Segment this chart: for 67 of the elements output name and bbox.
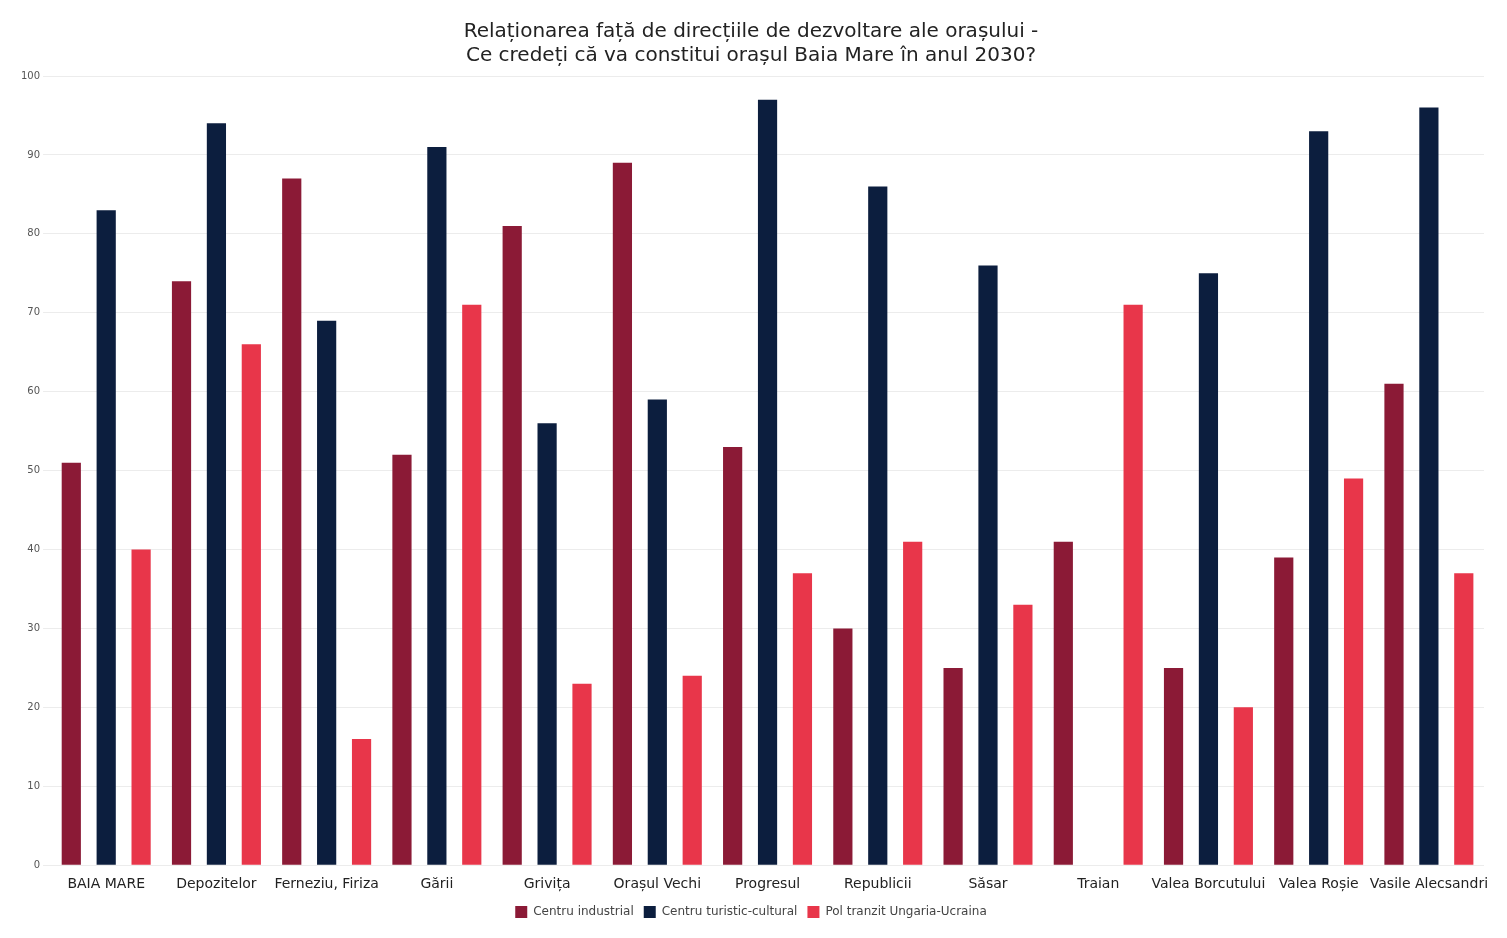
bar: [96, 210, 116, 865]
x-tick-label: Valea Borcutului: [1151, 875, 1266, 892]
bar: [282, 178, 302, 865]
bar: [833, 628, 853, 865]
bar: [1384, 383, 1404, 865]
bar: [502, 225, 522, 865]
bar: [978, 265, 998, 865]
y-tick-label: 80: [27, 227, 41, 239]
y-tick-label: 70: [27, 306, 41, 318]
y-tick-label: 50: [27, 464, 41, 476]
bar: [903, 541, 923, 865]
x-tick-label: Traian: [1076, 875, 1120, 892]
bar: [171, 281, 192, 865]
bar: [792, 573, 813, 865]
y-tick-label: 0: [33, 858, 41, 870]
x-tick-label: Orașul Vechi: [613, 875, 702, 893]
legend-label: Centru industrial: [533, 904, 634, 919]
x-tick-label: Valea Roșie: [1278, 875, 1359, 893]
x-tick-label: Ferneziu, Firiza: [274, 875, 379, 892]
bar: [462, 304, 482, 865]
x-tick-label: Gării: [420, 875, 454, 892]
x-tick-label: Progresul: [734, 875, 801, 892]
bar: [131, 549, 151, 865]
bar: [612, 162, 633, 865]
bar: [943, 667, 963, 865]
y-tick-label: 30: [27, 622, 41, 634]
bar: [61, 462, 81, 865]
bar: [241, 344, 261, 865]
text: Ce credeți că va constitui orașul Baia Mare în anul 2030?: [465, 42, 1037, 67]
bar: [317, 320, 337, 865]
bar: [757, 99, 778, 865]
text: Relaționarea față de direcțiile de dezvoltare ale orașului -: [463, 18, 1039, 43]
x-tick-label: BAIA MARE: [67, 875, 145, 892]
bar: [537, 423, 557, 865]
legend-label: Centru turistic-cultural: [661, 904, 798, 919]
bar: [1419, 107, 1439, 865]
bar: [427, 147, 447, 865]
x-tick-label: Vasile Alecsandri: [1369, 875, 1489, 892]
bar: [1343, 478, 1364, 865]
bar: [723, 446, 743, 865]
legend-label: Pol tranzit Ungaria-Ucraina: [825, 904, 987, 919]
bar: [572, 683, 592, 865]
y-tick-label: 100: [20, 69, 41, 81]
x-tick-label: Republicii: [843, 875, 912, 892]
bar: [1233, 707, 1253, 865]
bar: [868, 186, 888, 865]
bar: [351, 738, 372, 865]
y-tick-label: 40: [27, 543, 41, 555]
bar: [1053, 541, 1073, 865]
bar: [1274, 557, 1294, 865]
bar: [206, 123, 227, 865]
bar: [1013, 604, 1033, 865]
bar: [1454, 573, 1474, 865]
x-tick-label: Depozitelor: [176, 875, 257, 892]
bar: [1309, 131, 1329, 865]
bar: [1123, 304, 1143, 865]
x-tick-label: Grivița: [523, 875, 571, 893]
bar: [1163, 667, 1184, 865]
y-tick-label: 20: [27, 700, 41, 712]
x-tick-label: Săsar: [968, 875, 1008, 892]
y-tick-label: 60: [27, 385, 41, 397]
bar: [647, 399, 667, 865]
y-tick-label: 90: [27, 148, 41, 160]
bar: [1198, 273, 1219, 865]
bar: [392, 454, 412, 865]
bar: [682, 675, 702, 865]
y-tick-label: 10: [27, 779, 41, 791]
